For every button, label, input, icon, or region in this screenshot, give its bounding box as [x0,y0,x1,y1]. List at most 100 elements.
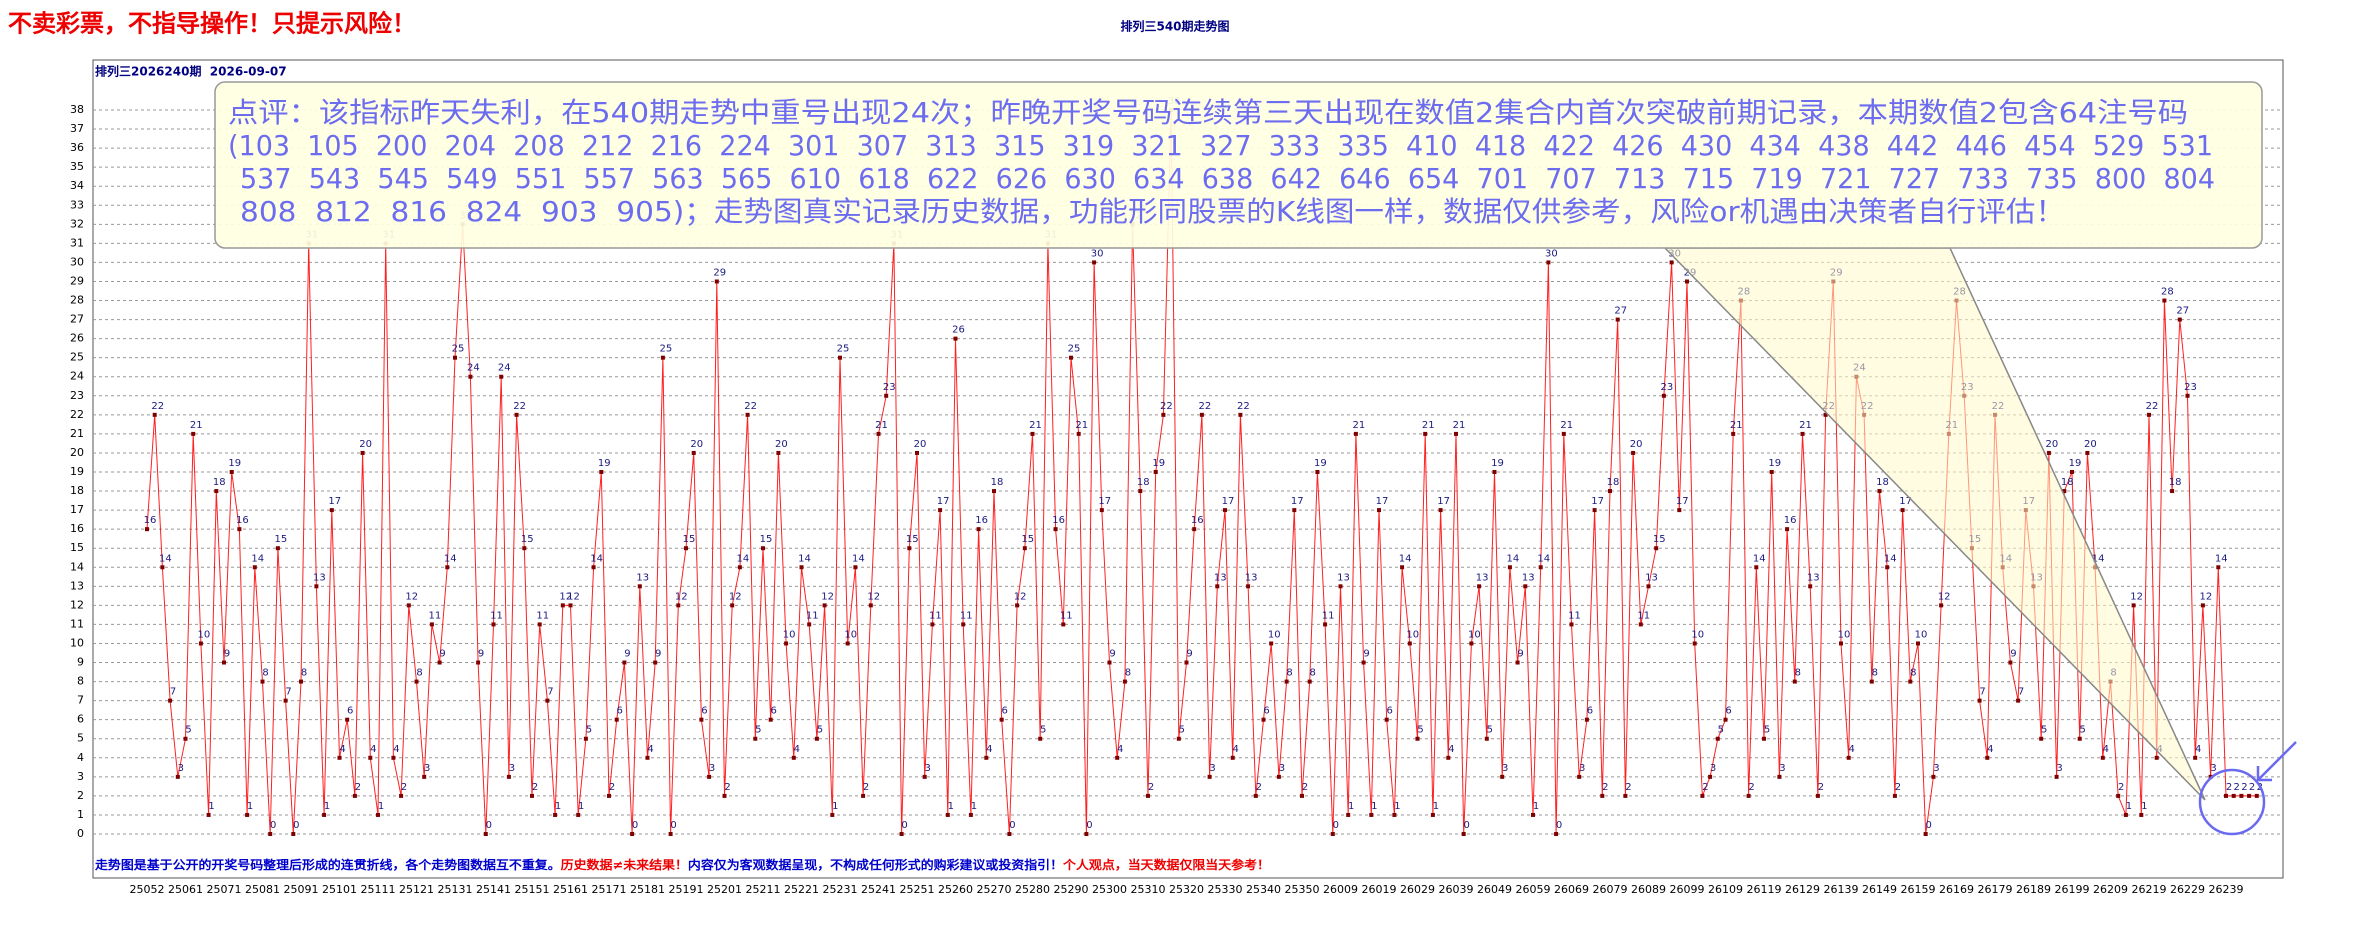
x-tick-label: 25191 [669,883,704,896]
x-tick-label: 25061 [168,883,203,896]
x-tick-label: 26109 [1708,883,1743,896]
data-label: 17 [1676,496,1689,507]
data-label: 9 [478,649,484,660]
data-label: 13 [1807,572,1820,583]
data-label: 0 [632,820,638,831]
plot-frame [92,59,2284,879]
point-marker [1746,793,1751,798]
point-marker [2162,298,2167,303]
point-marker [1777,774,1782,779]
point-marker [1223,508,1227,513]
data-label: 7 [547,687,553,698]
data-label: 0 [293,820,299,831]
data-label: 8 [1310,668,1316,679]
data-label: 10 [1268,629,1281,640]
data-label: 13 [1245,572,1258,583]
data-label: 25 [1068,344,1081,355]
data-label: 11 [806,610,819,621]
data-label: 4 [1448,744,1454,755]
x-tick-label: 26169 [1939,883,1974,896]
y-tick-label: 3 [77,770,84,783]
point-marker [168,698,173,703]
data-label: 13 [1645,572,1658,583]
point-marker [614,717,619,722]
data-label: 10 [1915,629,1928,640]
data-label: 4 [794,744,800,755]
point-marker [961,622,966,627]
point-marker [938,508,943,513]
point-marker [1939,603,1944,608]
point-marker [1015,603,1020,608]
x-tick-label: 26139 [1824,883,1859,896]
data-label: 8 [416,668,422,679]
point-marker [1608,489,1612,494]
y-tick-label: 28 [70,294,84,307]
data-label: 10 [844,629,857,640]
data-label: 7 [285,687,291,698]
data-label: 2 [1256,782,1262,793]
point-marker [915,450,919,455]
point-marker [2139,812,2144,817]
x-tick-label: 25171 [592,883,627,896]
y-tick-label: 7 [77,694,84,707]
data-label: 19 [228,458,241,469]
x-tick-label: 25251 [900,883,935,896]
y-tick-label: 16 [70,522,84,535]
point-marker [1192,527,1197,532]
point-marker [2231,793,2236,798]
data-label: 2 [2249,782,2255,793]
point-marker [1577,774,1582,779]
point-marker [1654,546,1659,551]
data-label: 16 [236,515,249,526]
data-label: 12 [405,591,418,602]
data-label: 16 [144,515,157,526]
point-marker [1400,565,1405,570]
data-label: 2 [532,782,538,793]
x-tick-label: 26129 [1785,883,1820,896]
data-label: 4 [393,744,399,755]
y-tick-label: 2 [77,789,84,802]
point-marker [2200,603,2205,608]
data-label: 1 [1394,801,1400,812]
point-marker [814,736,819,741]
data-label: 1 [1533,801,1539,812]
x-tick-label: 26079 [1593,883,1628,896]
point-marker [1076,431,1081,436]
data-label: 14 [1537,553,1550,564]
x-tick-label: 26199 [2055,883,2090,896]
data-label: 6 [1725,706,1731,717]
point-marker [2046,450,2051,455]
data-label: 6 [347,706,353,717]
data-label: 12 [2200,591,2213,602]
data-label: 3 [1209,763,1215,774]
data-label: 20 [1630,439,1643,450]
x-tick-label: 25340 [1246,883,1281,896]
point-marker [684,546,688,551]
data-label: 14 [590,553,603,564]
point-marker [198,641,203,646]
point-marker [2054,774,2059,779]
point-marker [1692,641,1697,646]
data-label: 7 [1979,687,1985,698]
data-label: 18 [1607,477,1620,488]
data-label: 10 [198,629,211,640]
point-marker [414,679,419,684]
data-label: 5 [185,725,191,736]
arrow [2257,741,2297,781]
x-tick-label: 26059 [1516,883,1551,896]
data-label: 8 [1910,668,1916,679]
data-label: 1 [378,801,384,812]
point-marker [591,565,596,570]
data-label: 25 [837,344,850,355]
data-label: 18 [213,477,226,488]
data-label: 20 [2046,439,2059,450]
point-marker [2070,470,2074,474]
data-label: 21 [190,420,203,431]
point-marker [1908,679,1913,684]
data-label: 4 [1233,744,1239,755]
data-label: 3 [1579,763,1585,774]
data-label: 2 [1748,782,1754,793]
data-label: 20 [2084,439,2097,450]
data-label: 21 [1029,420,1042,431]
